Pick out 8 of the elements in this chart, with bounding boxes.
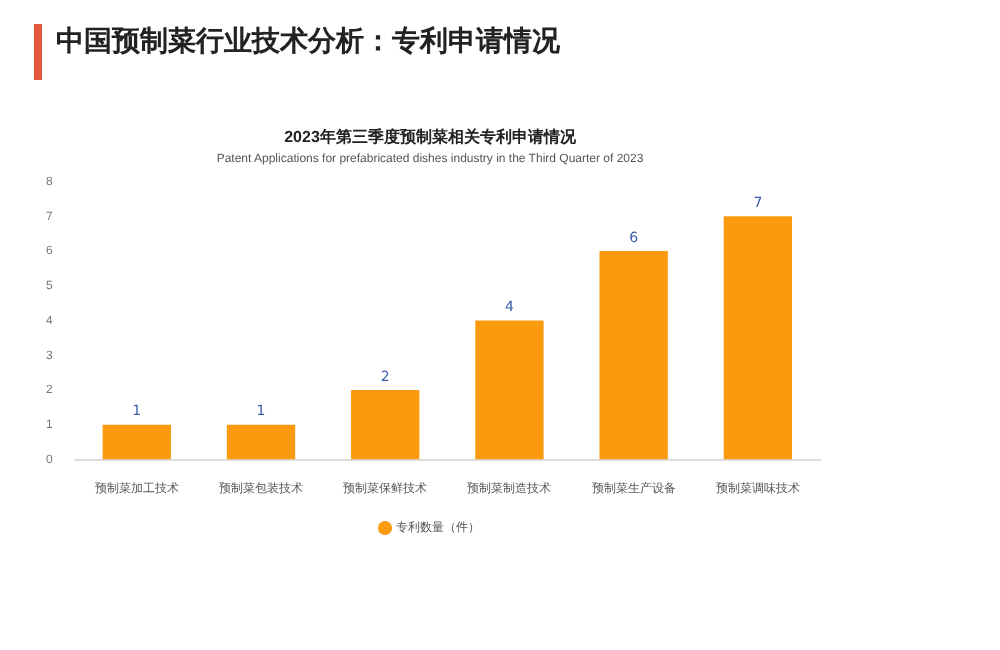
chart-title: 2023年第三季度预制菜相关专利申请情况 xyxy=(284,126,578,147)
bar xyxy=(723,216,793,460)
bar xyxy=(226,424,296,460)
bar xyxy=(351,390,420,460)
bar xyxy=(102,424,171,460)
bar xyxy=(475,320,544,460)
bar xyxy=(599,251,668,460)
text: 中国预制菜行业技术分析：专利申请情况 xyxy=(56,24,560,60)
